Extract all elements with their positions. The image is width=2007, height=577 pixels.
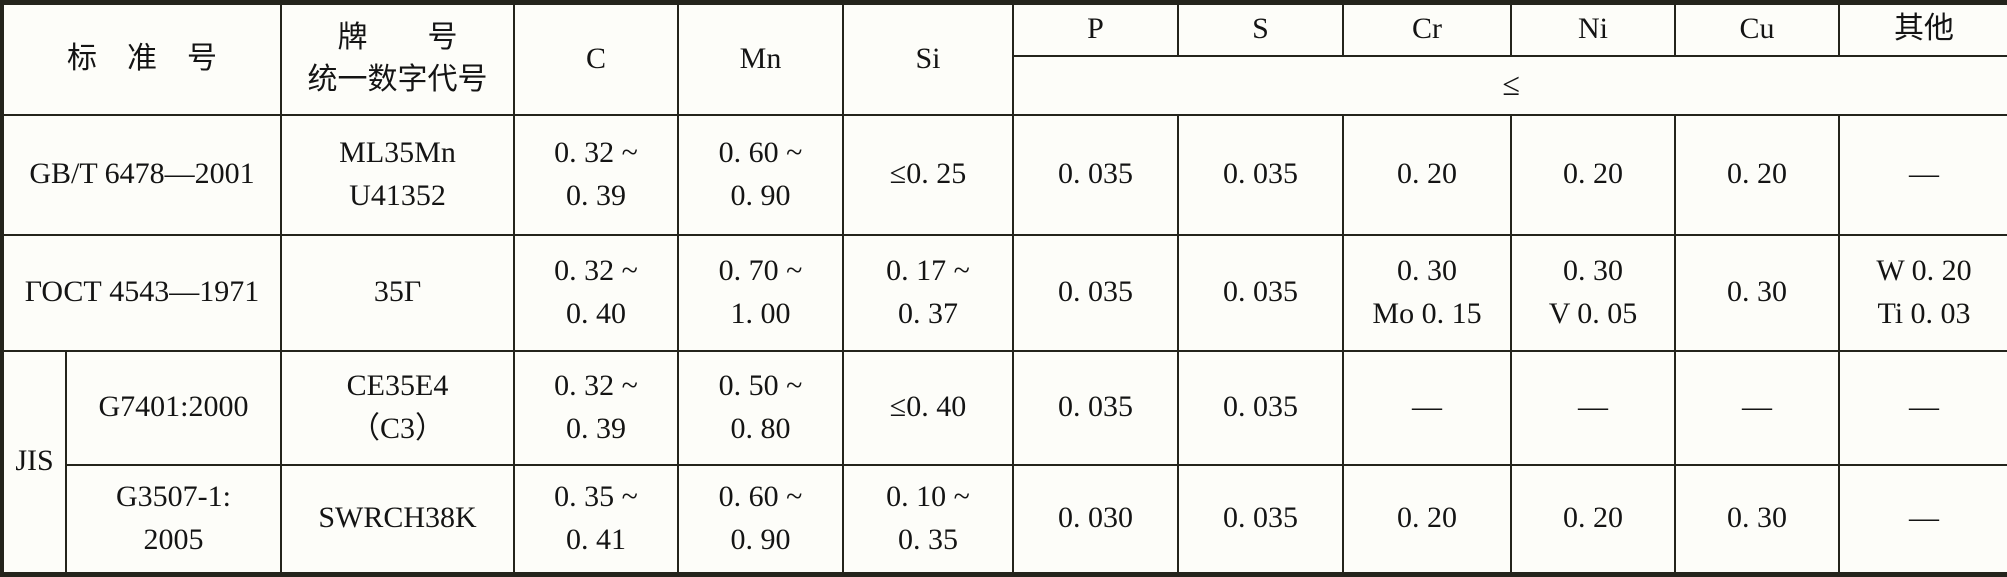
header-element-ni: Ni xyxy=(1510,1,1676,57)
cell-mn: 0. 50 ~ 0. 80 xyxy=(677,349,844,466)
header-element-mn: Mn xyxy=(677,1,844,116)
cell-standard: G7401:2000 xyxy=(65,349,282,466)
cell-cu: — xyxy=(1674,349,1840,466)
cell-si: 0. 17 ~ 0. 37 xyxy=(842,233,1014,352)
cell-cr: 0. 30 Mo 0. 15 xyxy=(1342,233,1512,352)
cell-p: 0. 035 xyxy=(1012,233,1179,352)
cell-s: 0. 035 xyxy=(1177,463,1344,576)
cell-si: 0. 10 ~ 0. 35 xyxy=(842,463,1014,576)
cell-standard: ГОСТ 4543—1971 xyxy=(1,233,282,352)
cell-c: 0. 32 ~ 0. 40 xyxy=(513,233,679,352)
cell-standard: G3507-1: 2005 xyxy=(65,463,282,576)
cell-ni: 0. 20 xyxy=(1510,463,1676,576)
cell-other: — xyxy=(1838,113,2007,236)
header-element-p: P xyxy=(1012,1,1179,57)
cell-c: 0. 32 ~ 0. 39 xyxy=(513,349,679,466)
header-element-s: S xyxy=(1177,1,1344,57)
cell-s: 0. 035 xyxy=(1177,113,1344,236)
table-row-jis-g3507: G3507-1: 2005 SWRCH38K 0. 35 ~ 0. 41 0. … xyxy=(2,463,2007,576)
cell-grade: SWRCH38K xyxy=(280,463,515,576)
table-row-jis-g7401: JIS G7401:2000 CE35E4 （C3） 0. 32 ~ 0. 39… xyxy=(1,349,2007,576)
cell-cr: — xyxy=(1342,349,1512,466)
table-row-gbt: GB/T 6478—2001 ML35Mn U41352 0. 32 ~ 0. … xyxy=(1,113,2007,236)
header-element-si: Si xyxy=(842,1,1014,116)
cell-si: ≤0. 25 xyxy=(842,113,1014,236)
cell-cu: 0. 30 xyxy=(1674,233,1840,352)
table-row-gost: ГОСТ 4543—1971 35Г 0. 32 ~ 0. 40 0. 70 ~… xyxy=(1,233,2007,352)
cell-ni: 0. 20 xyxy=(1510,113,1676,236)
header-element-other: 其他 xyxy=(1838,1,2007,57)
cell-mn: 0. 70 ~ 1. 00 xyxy=(677,233,844,352)
cell-org-jis: JIS xyxy=(1,349,67,576)
cell-cu: 0. 30 xyxy=(1674,463,1840,576)
cell-cr: 0. 20 xyxy=(1342,463,1512,576)
cell-standard: GB/T 6478—2001 xyxy=(1,113,282,236)
header-row-max-limit: ≤ xyxy=(2,54,2007,116)
cell-grade: ML35Mn U41352 xyxy=(280,113,515,236)
cell-ni: 0. 30 V 0. 05 xyxy=(1510,233,1676,352)
cell-cu: 0. 20 xyxy=(1674,113,1840,236)
header-element-c: C xyxy=(513,1,679,116)
max-limit-symbol: ≤ xyxy=(1012,54,2007,116)
cell-grade: 35Г xyxy=(280,233,515,352)
cell-c: 0. 35 ~ 0. 41 xyxy=(513,463,679,576)
cell-other: — xyxy=(1838,349,2007,466)
header-row-elements: 标 准 号 牌 号 统一数字代号 C Mn Si P S Cr Ni Cu 其他 xyxy=(1,1,2007,116)
header-element-cr: Cr xyxy=(1342,1,1512,57)
cell-si: ≤0. 40 xyxy=(842,349,1014,466)
cell-p: 0. 030 xyxy=(1012,463,1179,576)
cell-s: 0. 035 xyxy=(1177,349,1344,466)
cell-ni: — xyxy=(1510,349,1676,466)
cell-p: 0. 035 xyxy=(1012,113,1179,236)
cell-other: — xyxy=(1838,463,2007,576)
cell-c: 0. 32 ~ 0. 39 xyxy=(513,113,679,236)
header-grade-code: 牌 号 统一数字代号 xyxy=(280,1,515,116)
cell-other: W 0. 20 Ti 0. 03 xyxy=(1838,233,2007,352)
header-element-cu: Cu xyxy=(1674,1,1840,57)
cell-mn: 0. 60 ~ 0. 90 xyxy=(677,463,844,576)
cell-grade: CE35E4 （C3） xyxy=(280,349,515,466)
cell-p: 0. 035 xyxy=(1012,349,1179,466)
header-standard-no: 标 准 号 xyxy=(1,1,282,116)
cell-s: 0. 035 xyxy=(1177,233,1344,352)
cell-mn: 0. 60 ~ 0. 90 xyxy=(677,113,844,236)
cell-cr: 0. 20 xyxy=(1342,113,1512,236)
